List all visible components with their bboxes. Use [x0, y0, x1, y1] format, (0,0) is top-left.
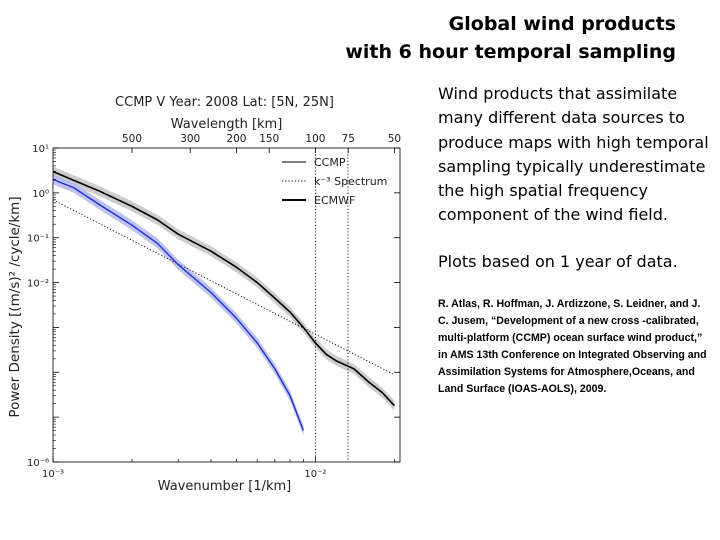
legend-label: ECMWF	[314, 194, 355, 207]
y-tick-label: 10⁻¹	[27, 234, 49, 245]
slide-title-line1: Global wind products	[448, 13, 676, 35]
y-tick-label: 10⁰	[32, 189, 49, 200]
plot-frame	[52, 147, 401, 463]
x-tick-label: 10⁻³	[42, 469, 64, 480]
ecmwf-line	[53, 170, 396, 407]
top-tick-label: 150	[259, 133, 279, 145]
legend-label: CCMP	[314, 156, 346, 169]
slide-title: Global wind products with 6 hour tempora…	[256, 10, 676, 66]
x-tick-label: 10⁻²	[304, 469, 326, 480]
top-axis-label: Wavelength [km]	[171, 117, 283, 132]
y-tick-label: 10⁻⁶	[27, 458, 49, 469]
reference-text: R. Atlas, R. Hoffman, J. Ardizzone, S. L…	[438, 297, 707, 395]
top-tick-label: 75	[342, 133, 355, 145]
note-text: Plots based on 1 year of data.	[438, 251, 678, 271]
y-tick-label: 10¹	[32, 144, 49, 155]
x-axis-label: Wavenumber [1/km]	[158, 479, 292, 494]
chart-title: CCMP V Year: 2008 Lat: [5N, 25N]	[115, 95, 334, 110]
top-tick-label: 300	[180, 133, 200, 145]
description-text: Wind products that assimilate many diffe…	[438, 84, 709, 225]
slide-title-line2: with 6 hour temporal sampling	[345, 41, 676, 63]
y-axis-label: Power Density [(m/s)² /cycle/km]	[7, 196, 23, 417]
top-tick-label: 100	[305, 133, 325, 145]
top-tick-label: 200	[226, 133, 246, 145]
spectrum-chart: 500 300 200 150 100 75 5010¹10⁰10⁻¹10⁻²10⁻⁶10⁻…	[7, 95, 401, 494]
legend-label: k⁻³ Spectrum	[314, 175, 387, 188]
top-tick-label: 500	[122, 133, 142, 145]
y-tick-label: 10⁻²	[27, 279, 49, 290]
ecmwf-band	[53, 166, 395, 411]
ccmp-line	[53, 178, 305, 431]
side-panel: Wind products that assimilate many diffe…	[438, 82, 710, 398]
top-tick-label: 50	[388, 133, 401, 145]
